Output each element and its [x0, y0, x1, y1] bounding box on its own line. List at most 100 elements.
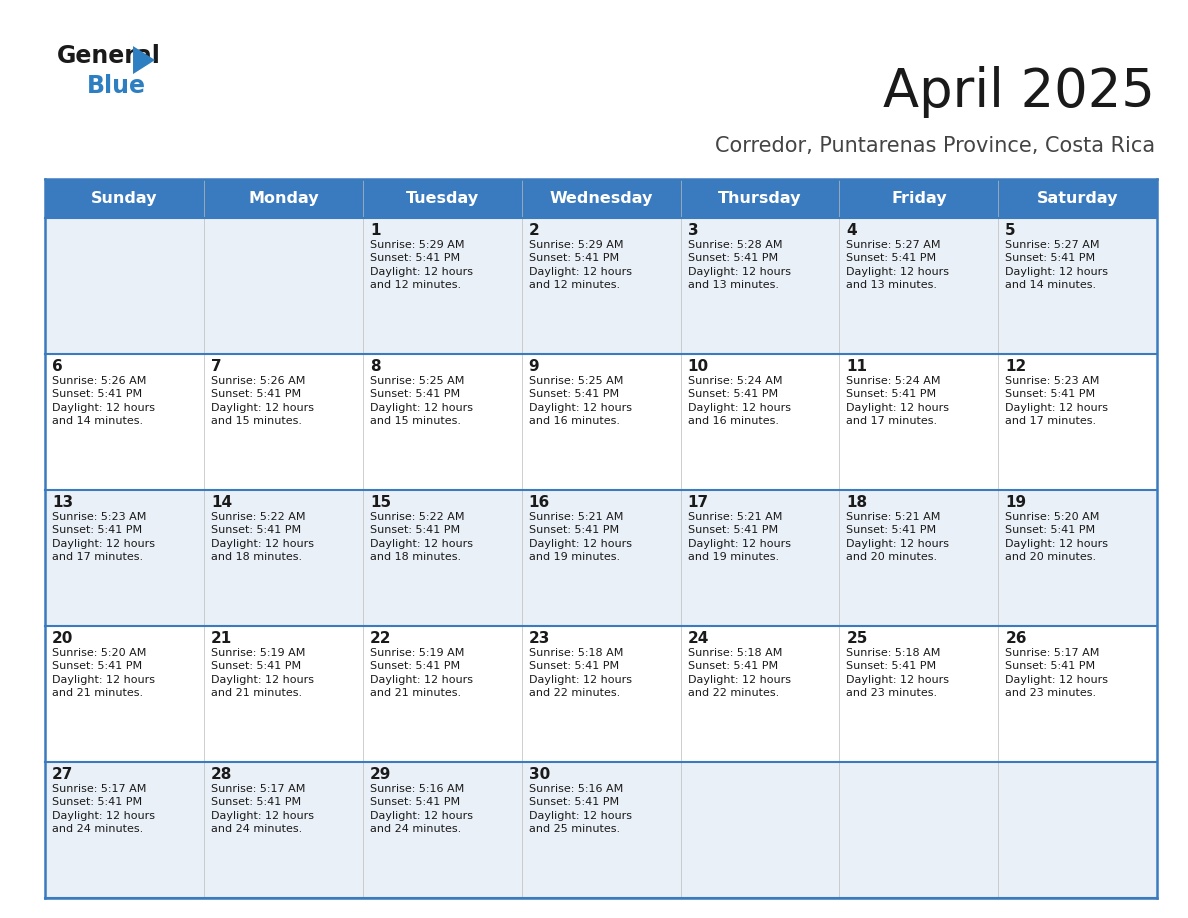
Text: 5: 5: [1005, 222, 1016, 238]
Bar: [45, 489, 1157, 626]
Text: Sunset: 5:41 PM: Sunset: 5:41 PM: [369, 253, 460, 263]
Text: 24: 24: [688, 631, 709, 645]
Text: Sunrise: 5:25 AM: Sunrise: 5:25 AM: [529, 375, 623, 386]
Text: Sunrise: 5:19 AM: Sunrise: 5:19 AM: [369, 648, 465, 657]
Text: 12: 12: [1005, 359, 1026, 374]
Text: Sunrise: 5:28 AM: Sunrise: 5:28 AM: [688, 240, 782, 250]
Text: 27: 27: [52, 767, 74, 782]
Text: and 18 minutes.: and 18 minutes.: [369, 552, 461, 562]
Text: Sunset: 5:41 PM: Sunset: 5:41 PM: [52, 525, 143, 535]
Text: Sunrise: 5:22 AM: Sunrise: 5:22 AM: [369, 511, 465, 521]
Text: Sunrise: 5:21 AM: Sunrise: 5:21 AM: [529, 511, 623, 521]
Text: and 15 minutes.: and 15 minutes.: [211, 416, 302, 426]
Bar: [45, 762, 1157, 898]
Text: Sunrise: 5:17 AM: Sunrise: 5:17 AM: [211, 784, 305, 794]
Text: Sunrise: 5:23 AM: Sunrise: 5:23 AM: [1005, 375, 1100, 386]
Text: Sunrise: 5:16 AM: Sunrise: 5:16 AM: [529, 784, 623, 794]
Text: and 17 minutes.: and 17 minutes.: [1005, 416, 1097, 426]
Text: Daylight: 12 hours: Daylight: 12 hours: [846, 403, 949, 412]
Text: Sunset: 5:41 PM: Sunset: 5:41 PM: [1005, 661, 1095, 671]
Text: Sunrise: 5:29 AM: Sunrise: 5:29 AM: [369, 240, 465, 250]
Text: Sunrise: 5:27 AM: Sunrise: 5:27 AM: [846, 240, 941, 250]
Text: Daylight: 12 hours: Daylight: 12 hours: [369, 675, 473, 685]
Text: 11: 11: [846, 359, 867, 374]
Bar: [45, 626, 1157, 762]
Text: Sunset: 5:41 PM: Sunset: 5:41 PM: [688, 253, 778, 263]
Text: Sunset: 5:41 PM: Sunset: 5:41 PM: [52, 797, 143, 807]
Text: Sunset: 5:41 PM: Sunset: 5:41 PM: [529, 389, 619, 399]
Text: Sunset: 5:41 PM: Sunset: 5:41 PM: [688, 661, 778, 671]
Text: Sunset: 5:41 PM: Sunset: 5:41 PM: [846, 661, 936, 671]
Text: Sunset: 5:41 PM: Sunset: 5:41 PM: [846, 389, 936, 399]
Text: 2: 2: [529, 222, 539, 238]
Text: 8: 8: [369, 359, 380, 374]
Text: Sunset: 5:41 PM: Sunset: 5:41 PM: [1005, 525, 1095, 535]
Text: Monday: Monday: [248, 191, 318, 206]
Text: April 2025: April 2025: [883, 66, 1155, 118]
Text: Sunrise: 5:23 AM: Sunrise: 5:23 AM: [52, 511, 146, 521]
Text: 21: 21: [211, 631, 232, 645]
Text: Sunrise: 5:26 AM: Sunrise: 5:26 AM: [211, 375, 305, 386]
Text: Daylight: 12 hours: Daylight: 12 hours: [1005, 675, 1108, 685]
Text: and 23 minutes.: and 23 minutes.: [846, 688, 937, 699]
Text: Sunset: 5:41 PM: Sunset: 5:41 PM: [369, 797, 460, 807]
Text: Sunset: 5:41 PM: Sunset: 5:41 PM: [211, 661, 301, 671]
Bar: [45, 179, 1157, 218]
Text: Blue: Blue: [87, 74, 146, 98]
Text: Sunrise: 5:18 AM: Sunrise: 5:18 AM: [688, 648, 782, 657]
Text: Sunset: 5:41 PM: Sunset: 5:41 PM: [1005, 253, 1095, 263]
Text: and 14 minutes.: and 14 minutes.: [52, 416, 144, 426]
Text: and 17 minutes.: and 17 minutes.: [846, 416, 937, 426]
Text: Wednesday: Wednesday: [549, 191, 653, 206]
Text: Sunrise: 5:17 AM: Sunrise: 5:17 AM: [52, 784, 146, 794]
Text: Daylight: 12 hours: Daylight: 12 hours: [846, 539, 949, 549]
Text: 15: 15: [369, 495, 391, 509]
Text: and 12 minutes.: and 12 minutes.: [529, 280, 620, 290]
Text: Sunset: 5:41 PM: Sunset: 5:41 PM: [688, 389, 778, 399]
Text: Sunrise: 5:20 AM: Sunrise: 5:20 AM: [52, 648, 146, 657]
Text: 3: 3: [688, 222, 699, 238]
Text: Sunset: 5:41 PM: Sunset: 5:41 PM: [52, 389, 143, 399]
Text: Sunrise: 5:21 AM: Sunrise: 5:21 AM: [688, 511, 782, 521]
Text: 22: 22: [369, 631, 391, 645]
Text: Sunrise: 5:18 AM: Sunrise: 5:18 AM: [846, 648, 941, 657]
Text: Sunset: 5:41 PM: Sunset: 5:41 PM: [369, 525, 460, 535]
Text: Friday: Friday: [891, 191, 947, 206]
Text: Sunset: 5:41 PM: Sunset: 5:41 PM: [211, 389, 301, 399]
Text: 26: 26: [1005, 631, 1026, 645]
Text: Saturday: Saturday: [1037, 191, 1118, 206]
Text: 14: 14: [211, 495, 232, 509]
Text: and 17 minutes.: and 17 minutes.: [52, 552, 144, 562]
Text: Sunday: Sunday: [91, 191, 158, 206]
Bar: [45, 218, 1157, 353]
Text: 29: 29: [369, 767, 391, 782]
Text: 18: 18: [846, 495, 867, 509]
Text: 30: 30: [529, 767, 550, 782]
Text: Thursday: Thursday: [719, 191, 802, 206]
Text: Daylight: 12 hours: Daylight: 12 hours: [529, 539, 632, 549]
Text: Sunset: 5:41 PM: Sunset: 5:41 PM: [1005, 389, 1095, 399]
Text: and 16 minutes.: and 16 minutes.: [529, 416, 620, 426]
Text: Daylight: 12 hours: Daylight: 12 hours: [846, 675, 949, 685]
Text: Sunset: 5:41 PM: Sunset: 5:41 PM: [846, 525, 936, 535]
Text: Sunset: 5:41 PM: Sunset: 5:41 PM: [688, 525, 778, 535]
Text: Daylight: 12 hours: Daylight: 12 hours: [1005, 403, 1108, 412]
Text: 7: 7: [211, 359, 222, 374]
Text: 20: 20: [52, 631, 74, 645]
Polygon shape: [133, 46, 154, 74]
Text: Daylight: 12 hours: Daylight: 12 hours: [529, 675, 632, 685]
Text: 1: 1: [369, 222, 380, 238]
Text: Sunrise: 5:24 AM: Sunrise: 5:24 AM: [688, 375, 782, 386]
Text: Sunrise: 5:22 AM: Sunrise: 5:22 AM: [211, 511, 305, 521]
Text: and 21 minutes.: and 21 minutes.: [52, 688, 144, 699]
Text: and 16 minutes.: and 16 minutes.: [688, 416, 778, 426]
Text: 13: 13: [52, 495, 74, 509]
Text: Daylight: 12 hours: Daylight: 12 hours: [369, 403, 473, 412]
Text: Sunrise: 5:26 AM: Sunrise: 5:26 AM: [52, 375, 146, 386]
Text: Daylight: 12 hours: Daylight: 12 hours: [688, 403, 790, 412]
Text: Daylight: 12 hours: Daylight: 12 hours: [1005, 539, 1108, 549]
Text: 25: 25: [846, 631, 867, 645]
Text: Sunrise: 5:17 AM: Sunrise: 5:17 AM: [1005, 648, 1100, 657]
Text: 9: 9: [529, 359, 539, 374]
Text: Sunrise: 5:24 AM: Sunrise: 5:24 AM: [846, 375, 941, 386]
